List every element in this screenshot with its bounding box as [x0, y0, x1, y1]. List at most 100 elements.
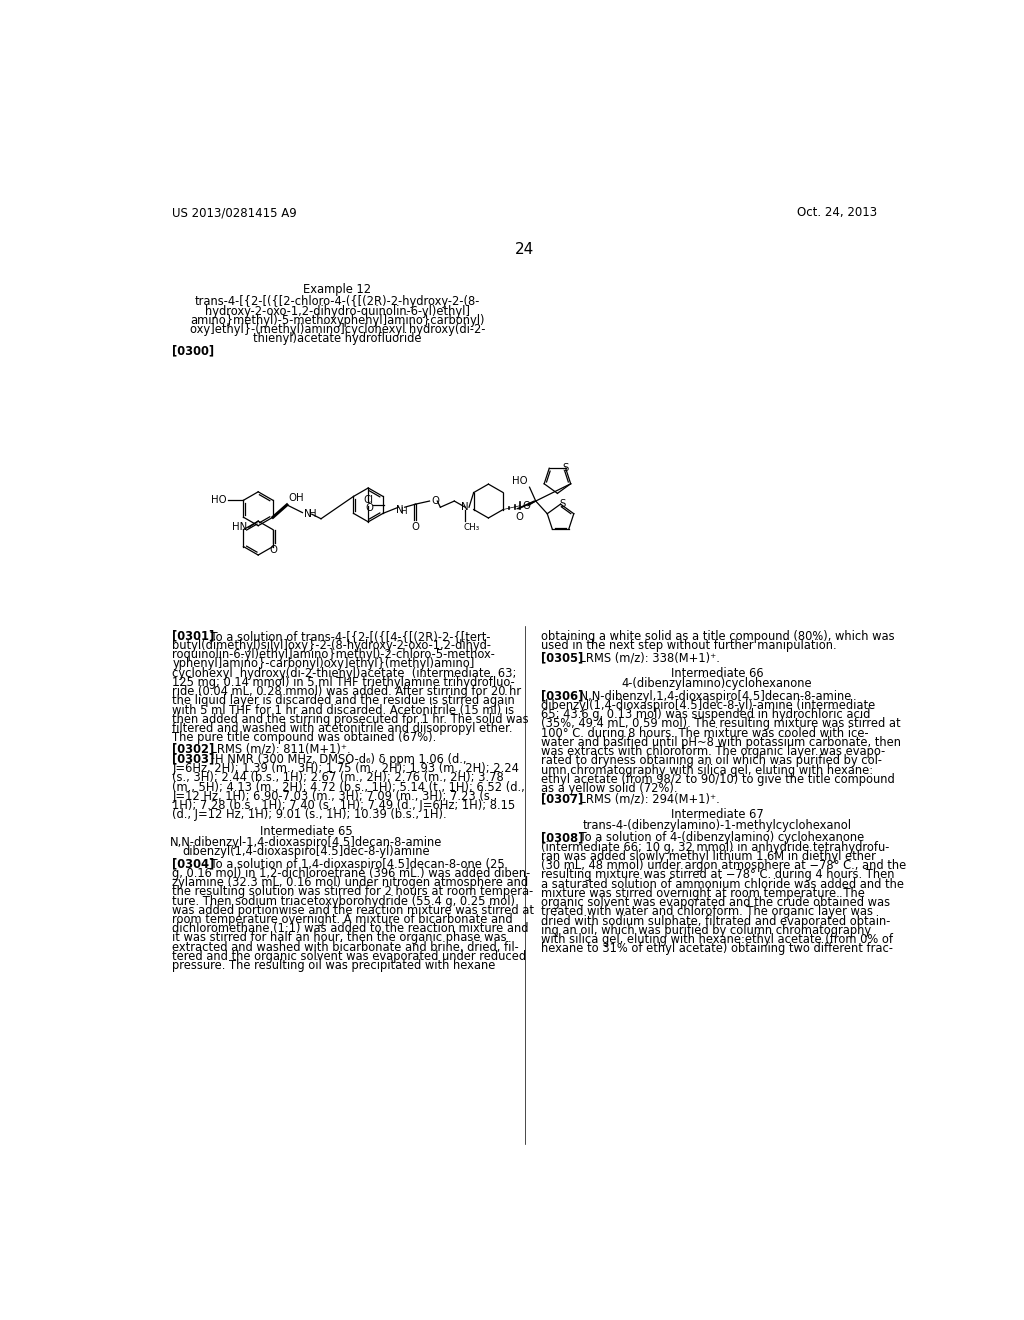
Text: room temperature overnight. A mixture of bicarbonate and: room temperature overnight. A mixture of…: [172, 913, 513, 927]
Text: with 5 ml THF for 1 hr and discarded. Acetonitrile (15 ml) is: with 5 ml THF for 1 hr and discarded. Ac…: [172, 704, 514, 717]
Text: Intermediate 65: Intermediate 65: [260, 825, 352, 838]
Text: H: H: [400, 507, 407, 516]
Text: [0301]: [0301]: [172, 630, 214, 643]
Text: (m., 5H); 4.13 (m., 2H); 4.72 (b.s., 1H); 5.14 (t., 1H); 6.52 (d.,: (m., 5H); 4.13 (m., 2H); 4.72 (b.s., 1H)…: [172, 780, 525, 793]
Text: ride (0.04 mL, 0.28 mmol) was added. After stirring for 20 hr: ride (0.04 mL, 0.28 mmol) was added. Aft…: [172, 685, 521, 698]
Text: rated to dryness obtaining an oil which was purified by col-: rated to dryness obtaining an oil which …: [541, 755, 882, 767]
Text: obtaining a white solid as a title compound (80%), which was: obtaining a white solid as a title compo…: [541, 630, 895, 643]
Text: (35%, 49.4 mL, 0.59 mol). The resulting mixture was stirred at: (35%, 49.4 mL, 0.59 mol). The resulting …: [541, 718, 901, 730]
Text: [0308]: [0308]: [541, 832, 584, 845]
Text: was extracts with chloroform. The organic layer was evapo-: was extracts with chloroform. The organi…: [541, 744, 886, 758]
Text: treated with water and chloroform. The organic layer was: treated with water and chloroform. The o…: [541, 906, 873, 919]
Text: hexane to 31% of ethyl acetate) obtaining two different frac-: hexane to 31% of ethyl acetate) obtainin…: [541, 942, 893, 956]
Text: LRMS (m/z): 811(M+1)⁺.: LRMS (m/z): 811(M+1)⁺.: [197, 742, 351, 755]
Text: [0300]: [0300]: [172, 345, 214, 358]
Text: organic solvent was evaporated and the crude obtained was: organic solvent was evaporated and the c…: [541, 896, 890, 909]
Text: CH₃: CH₃: [464, 524, 480, 532]
Text: O: O: [412, 521, 420, 532]
Text: filtered and washed with acetonitrile and diisopropyl ether.: filtered and washed with acetonitrile an…: [172, 722, 513, 735]
Text: J=12 Hz, 1H); 6.90-7.03 (m., 3H); 7.09 (m., 3H); 7.23 (s.,: J=12 Hz, 1H); 6.90-7.03 (m., 3H); 7.09 (…: [172, 789, 498, 803]
Text: zylamine (32.3 mL, 0.16 mol) under nitrogen atmosphere and: zylamine (32.3 mL, 0.16 mol) under nitro…: [172, 876, 528, 890]
Text: HO: HO: [211, 495, 226, 506]
Text: H: H: [308, 510, 316, 519]
Text: Intermediate 67: Intermediate 67: [671, 808, 763, 821]
Text: [0303]: [0303]: [172, 752, 214, 766]
Text: tered and the organic solvent was evaporated under reduced: tered and the organic solvent was evapor…: [172, 950, 526, 964]
Text: butyl(dimethyl)silyl]oxy}-2-(8-hydroxy-2-oxo-1,2-dihyd-: butyl(dimethyl)silyl]oxy}-2-(8-hydroxy-2…: [172, 639, 492, 652]
Text: thienyl)acetate hydrofluoride: thienyl)acetate hydrofluoride: [253, 333, 422, 346]
Text: O: O: [366, 503, 373, 513]
Text: 4-(dibenzylamino)cyclohexanone: 4-(dibenzylamino)cyclohexanone: [622, 677, 812, 690]
Text: dibenzyl(1,4-dioxaspiro[4.5]dec-8-yl)-amine (intermediate: dibenzyl(1,4-dioxaspiro[4.5]dec-8-yl)-am…: [541, 700, 876, 711]
Text: N,N-dibenzyl,1,4-dioxaspiro[4.5]decan-8-amine: N,N-dibenzyl,1,4-dioxaspiro[4.5]decan-8-…: [565, 689, 852, 702]
Text: N: N: [396, 504, 403, 515]
Text: 65; 43.6 g, 0.13 mol) was suspended in hydrochloric acid: 65; 43.6 g, 0.13 mol) was suspended in h…: [541, 708, 870, 721]
Text: cyclohexyl  hydroxy(di-2-thienyl)acetate  (intermediate  63;: cyclohexyl hydroxy(di-2-thienyl)acetate …: [172, 667, 516, 680]
Text: O: O: [515, 512, 523, 521]
Text: [0306]: [0306]: [541, 689, 584, 702]
Text: Oct. 24, 2013: Oct. 24, 2013: [798, 206, 878, 219]
Text: The pure title compound was obtained (67%).: The pure title compound was obtained (67…: [172, 731, 436, 744]
Text: a saturated solution of ammonium chloride was added and the: a saturated solution of ammonium chlorid…: [541, 878, 904, 891]
Text: HN: HN: [232, 523, 248, 532]
Text: was added portionwise and the reaction mixture was stirred at: was added portionwise and the reaction m…: [172, 904, 535, 917]
Text: the resulting solution was stirred for 2 hours at room tempera-: the resulting solution was stirred for 2…: [172, 886, 534, 899]
Text: To a solution of 4-(dibenzylamino) cyclohexanone: To a solution of 4-(dibenzylamino) cyclo…: [565, 832, 864, 845]
Text: used in the next step without further manipulation.: used in the next step without further ma…: [541, 639, 837, 652]
Text: ¹H NMR (300 MHz, DMSO-d₆) δ ppm 1.06 (d.,: ¹H NMR (300 MHz, DMSO-d₆) δ ppm 1.06 (d.…: [197, 752, 467, 766]
Text: [0302]: [0302]: [172, 742, 214, 755]
Text: dried with sodium sulphate, filtrated and evaporated obtain-: dried with sodium sulphate, filtrated an…: [541, 915, 891, 928]
Text: 1H); 7.28 (b.s., 1H); 7.40 (s., 1H); 7.49 (d., J=6Hz; 1H); 8.15: 1H); 7.28 (b.s., 1H); 7.40 (s., 1H); 7.4…: [172, 799, 515, 812]
Text: LRMS (m/z): 294(M+1)⁺.: LRMS (m/z): 294(M+1)⁺.: [565, 793, 720, 807]
Text: S: S: [562, 463, 568, 474]
Text: [0307]: [0307]: [541, 793, 584, 807]
Text: the liquid layer is discarded and the residue is stirred again: the liquid layer is discarded and the re…: [172, 694, 515, 708]
Text: To a solution of trans-4-[{2-[({[4-{[(2R)-2-{[tert-: To a solution of trans-4-[{2-[({[4-{[(2R…: [197, 630, 490, 643]
Text: ture. Then sodium triacetoxyborohydride (55.4 g, 0.25 mol): ture. Then sodium triacetoxyborohydride …: [172, 895, 515, 908]
Text: 125 mg; 0.14 mmol) in 5 ml THF triethylamine trihydrofluo-: 125 mg; 0.14 mmol) in 5 ml THF triethyla…: [172, 676, 515, 689]
Text: yphenyl]amino}-carbonyl)oxy]ethyl}(methyl)amino]: yphenyl]amino}-carbonyl)oxy]ethyl}(methy…: [172, 657, 474, 671]
Text: then added and the stirring prosecuted for 1 hr. The solid was: then added and the stirring prosecuted f…: [172, 713, 528, 726]
Text: water and basified until pH~8 with potassium carbonate, then: water and basified until pH~8 with potas…: [541, 737, 901, 748]
Text: LRMS (m/z): 338(M+1)⁺.: LRMS (m/z): 338(M+1)⁺.: [565, 651, 720, 664]
Text: Example 12: Example 12: [303, 284, 372, 296]
Text: umn chromatography with silica gel, eluting with hexane:: umn chromatography with silica gel, elut…: [541, 763, 873, 776]
Text: N: N: [462, 502, 469, 512]
Text: extracted and washed with bicarbonate and brine, dried, fil-: extracted and washed with bicarbonate an…: [172, 941, 519, 954]
Text: ran was added slowly methyl lithium 1.6M in diethyl ether: ran was added slowly methyl lithium 1.6M…: [541, 850, 876, 863]
Text: OH: OH: [289, 492, 304, 503]
Text: (intermediate 66; 10 g, 32 mmol) in anhydride tetrahydrofu-: (intermediate 66; 10 g, 32 mmol) in anhy…: [541, 841, 890, 854]
Text: trans-4-[{2-[({[2-chloro-4-({[(2R)-2-hydroxy-2-(8-: trans-4-[{2-[({[2-chloro-4-({[(2R)-2-hyd…: [195, 296, 480, 309]
Text: O: O: [269, 545, 276, 554]
Text: N: N: [304, 510, 311, 519]
Text: O: O: [431, 496, 439, 506]
Text: oxy]ethyl}-(methyl)amino]cyclohexyl hydroxy(di-2-: oxy]ethyl}-(methyl)amino]cyclohexyl hydr…: [189, 323, 485, 337]
Text: S: S: [559, 499, 565, 510]
Text: Cl: Cl: [364, 495, 374, 506]
Text: trans-4-(dibenzylamino)-1-methylcyclohexanol: trans-4-(dibenzylamino)-1-methylcyclohex…: [583, 818, 852, 832]
Text: (30 mL, 48 mmol) under argon atmosphere at −78° C., and the: (30 mL, 48 mmol) under argon atmosphere …: [541, 859, 906, 873]
Text: it was stirred for half an hour, then the organic phase was: it was stirred for half an hour, then th…: [172, 932, 507, 945]
Text: 100° C. during 8 hours. The mixture was cooled with ice-: 100° C. during 8 hours. The mixture was …: [541, 726, 868, 739]
Text: with silica gel, eluting with hexane:ethyl acetate (from 0% of: with silica gel, eluting with hexane:eth…: [541, 933, 893, 946]
Text: resulting mixture was stirred at −78° C. during 4 hours. Then: resulting mixture was stirred at −78° C.…: [541, 869, 895, 882]
Text: (d., J=12 Hz, 1H); 9.01 (s., 1H); 10.39 (b.s., 1H).: (d., J=12 Hz, 1H); 9.01 (s., 1H); 10.39 …: [172, 808, 446, 821]
Text: N,N-dibenzyl-1,4-dioxaspiro[4.5]decan-8-amine: N,N-dibenzyl-1,4-dioxaspiro[4.5]decan-8-…: [170, 836, 442, 849]
Text: HO: HO: [512, 475, 528, 486]
Text: as a yellow solid (72%).: as a yellow solid (72%).: [541, 781, 678, 795]
Text: To a solution of 1,4-dioxaspiro[4.5]decan-8-one (25: To a solution of 1,4-dioxaspiro[4.5]deca…: [197, 858, 505, 871]
Text: ethyl acetate (from 98/2 to 90/10) to give the title compound: ethyl acetate (from 98/2 to 90/10) to gi…: [541, 774, 895, 785]
Text: roquinolin-6-yl)ethyl]amino}methyl)-2-chloro-5-methox-: roquinolin-6-yl)ethyl]amino}methyl)-2-ch…: [172, 648, 495, 661]
Text: Intermediate 66: Intermediate 66: [671, 667, 763, 680]
Text: g, 0.16 mol) in 1,2-dichloroetrane (396 mL.) was added diben-: g, 0.16 mol) in 1,2-dichloroetrane (396 …: [172, 867, 530, 880]
Text: hydroxy-2-oxo-1,2-dihydro-quinolin-6-yl)ethyl]: hydroxy-2-oxo-1,2-dihydro-quinolin-6-yl)…: [205, 305, 470, 318]
Text: US 2013/0281415 A9: US 2013/0281415 A9: [172, 206, 297, 219]
Text: dibenzyl(1,4-dioxaspiro[4.5]dec-8-yl)amine: dibenzyl(1,4-dioxaspiro[4.5]dec-8-yl)ami…: [182, 845, 430, 858]
Text: [0305]: [0305]: [541, 651, 584, 664]
Text: [0304]: [0304]: [172, 858, 214, 871]
Text: pressure. The resulting oil was precipitated with hexane: pressure. The resulting oil was precipit…: [172, 960, 496, 973]
Text: O: O: [522, 500, 530, 511]
Text: amino}methyl)-5-methoxyphenyl]amino}carbonyl): amino}methyl)-5-methoxyphenyl]amino}carb…: [190, 314, 484, 327]
Text: ing an oil, which was purified by column chromatography: ing an oil, which was purified by column…: [541, 924, 871, 937]
Text: (s., 3H); 2.44 (b.s., 1H); 2.67 (m., 2H); 2.76 (m., 2H); 3.78: (s., 3H); 2.44 (b.s., 1H); 2.67 (m., 2H)…: [172, 771, 504, 784]
